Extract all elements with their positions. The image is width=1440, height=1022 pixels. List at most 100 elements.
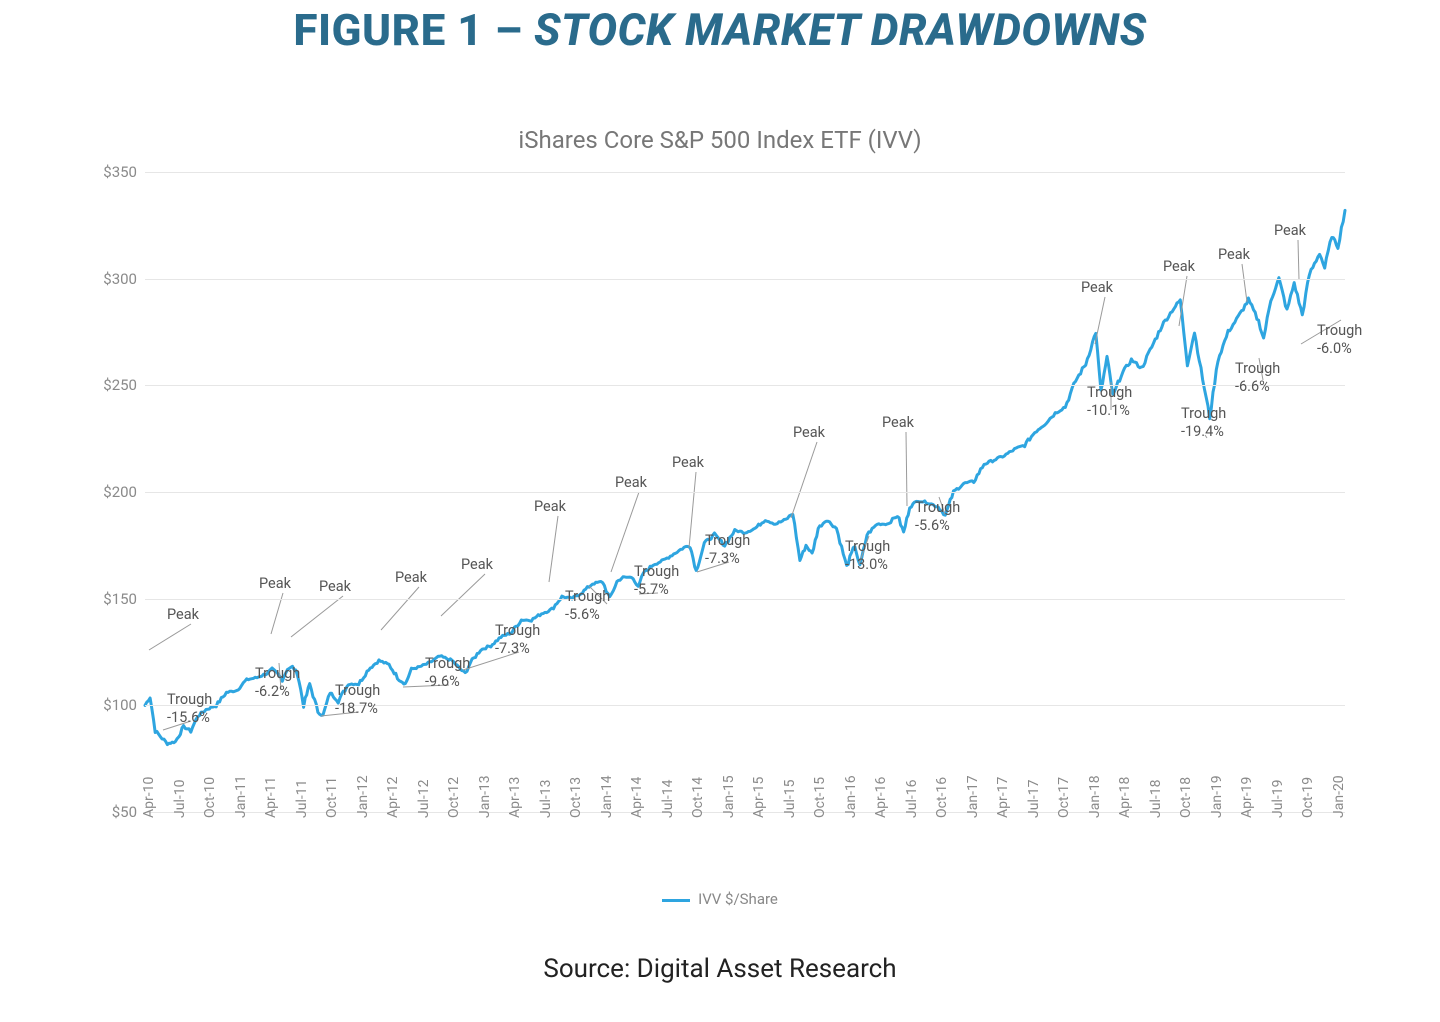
x-axis-label: Oct-10: [202, 777, 218, 818]
annotation-text: Peak: [167, 606, 199, 624]
x-axis-label: Jul-19: [1270, 780, 1286, 818]
legend-swatch: [662, 899, 690, 902]
x-axis-label: Apr-19: [1239, 777, 1255, 818]
x-axis-label: Jan-15: [721, 775, 737, 818]
y-axis-label: $100: [103, 696, 137, 714]
annotation-text: Peak: [461, 556, 493, 574]
annotation-text: Trough: [634, 563, 679, 581]
x-axis-label: Jul-17: [1026, 780, 1042, 818]
peak-5-label: Peak: [461, 556, 493, 574]
x-axis-label: Apr-14: [629, 777, 645, 818]
annotation-text: Peak: [672, 454, 704, 472]
peak-10-pointer: [906, 432, 907, 506]
x-axis-label: Apr-10: [141, 777, 157, 818]
y-axis-label: $50: [112, 803, 137, 821]
x-axis-label: Jul-11: [294, 780, 310, 818]
peak-13-label: Peak: [1218, 246, 1250, 264]
annotation-text: Trough: [335, 682, 380, 700]
y-axis-label: $200: [103, 483, 137, 501]
trough-2-label: Trough-6.2%: [255, 665, 300, 701]
x-axis-label: Apr-13: [507, 777, 523, 818]
annotation-text: Peak: [793, 424, 825, 442]
peak-12-label: Peak: [1163, 258, 1195, 276]
chart-title: iShares Core S&P 500 Index ETF (IVV): [0, 126, 1440, 154]
annotation-value: -7.3%: [495, 640, 540, 658]
figure-title-prefix: FIGURE 1 –: [293, 4, 534, 56]
peak-2-label: Peak: [259, 575, 291, 593]
trough-7-label: Trough-5.7%: [634, 563, 679, 599]
annotation-text: Trough: [705, 532, 750, 550]
x-axis-label: Jul-12: [416, 780, 432, 818]
gridline: [145, 385, 1345, 386]
annotation-value: -5.6%: [915, 517, 960, 535]
annotation-text: Trough: [915, 499, 960, 517]
peak-3-pointer: [291, 596, 343, 637]
peak-4-pointer: [381, 587, 419, 630]
annotation-value: -19.4%: [1181, 423, 1226, 441]
annotation-text: Peak: [534, 498, 566, 516]
peak-5-pointer: [441, 574, 485, 616]
peak-7-pointer: [611, 492, 639, 572]
annotation-value: -6.0%: [1317, 340, 1362, 358]
x-axis-label: Jan-13: [477, 775, 493, 818]
x-axis-label: Oct-16: [934, 777, 950, 818]
x-axis-label: Oct-12: [446, 777, 462, 818]
annotation-value: -6.6%: [1235, 378, 1280, 396]
trough-12-label: Trough-19.4%: [1181, 405, 1226, 441]
annotation-text: Trough: [495, 622, 540, 640]
annotation-value: -15.6%: [167, 709, 212, 727]
trough-3-label: Trough-18.7%: [335, 682, 380, 718]
x-axis-label: Jul-10: [172, 780, 188, 818]
annotation-value: -9.6%: [425, 673, 470, 691]
x-axis-label: Jul-16: [904, 780, 920, 818]
x-axis-label: Oct-15: [812, 777, 828, 818]
figure-title: FIGURE 1 – STOCK MARKET DRAWDOWNS: [0, 4, 1440, 56]
x-axis-label: Apr-15: [751, 777, 767, 818]
y-axis-label: $150: [103, 590, 137, 608]
x-axis-label: Oct-17: [1056, 777, 1072, 818]
gridline: [145, 492, 1345, 493]
y-axis-label: $300: [103, 270, 137, 288]
gridline: [145, 599, 1345, 600]
peak-8-pointer: [689, 472, 696, 548]
page: FIGURE 1 – STOCK MARKET DRAWDOWNS iShare…: [0, 0, 1440, 1022]
trough-14-label: Trough-6.0%: [1317, 322, 1362, 358]
x-axis-label: Jan-12: [355, 775, 371, 818]
x-axis-label: Apr-18: [1117, 777, 1133, 818]
annotation-text: Peak: [1163, 258, 1195, 276]
x-axis-label: Apr-17: [995, 777, 1011, 818]
annotation-value: -18.7%: [335, 700, 380, 718]
peak-14-label: Peak: [1274, 222, 1306, 240]
x-axis-label: Oct-19: [1300, 777, 1316, 818]
trough-11-label: Trough-10.1%: [1087, 384, 1132, 420]
gridline: [145, 705, 1345, 706]
x-axis-label: Apr-12: [385, 777, 401, 818]
annotation-text: Trough: [565, 588, 610, 606]
annotation-value: -5.7%: [634, 581, 679, 599]
x-axis-label: Apr-11: [263, 777, 279, 818]
peak-1-pointer: [149, 624, 191, 650]
peak-11-label: Peak: [1081, 279, 1113, 297]
annotation-text: Trough: [1235, 360, 1280, 378]
price-line: [145, 210, 1345, 744]
x-axis-label: Jan-18: [1087, 775, 1103, 818]
annotation-text: Peak: [395, 569, 427, 587]
legend-label: IVV $/Share: [698, 890, 778, 908]
peak-13-pointer: [1242, 264, 1247, 302]
trough-9-label: Trough-13.0%: [845, 538, 890, 574]
annotation-text: Trough: [255, 665, 300, 683]
annotation-text: Peak: [1081, 279, 1113, 297]
x-axis-label: Jul-18: [1148, 780, 1164, 818]
x-axis-label: Oct-14: [690, 777, 706, 818]
figure-title-italic: STOCK MARKET DRAWDOWNS: [534, 4, 1147, 56]
y-axis-label: $350: [103, 163, 137, 181]
annotation-text: Peak: [259, 575, 291, 593]
peak-8-label: Peak: [672, 454, 704, 472]
line-chart: $50$100$150$200$250$300$350Apr-10Jul-10O…: [95, 172, 1345, 812]
peak-9-label: Peak: [793, 424, 825, 442]
gridline: [145, 279, 1345, 280]
annotation-text: Trough: [1317, 322, 1362, 340]
trough-5-label: Trough-7.3%: [495, 622, 540, 658]
peak-1-label: Peak: [167, 606, 199, 624]
peak-4-label: Peak: [395, 569, 427, 587]
